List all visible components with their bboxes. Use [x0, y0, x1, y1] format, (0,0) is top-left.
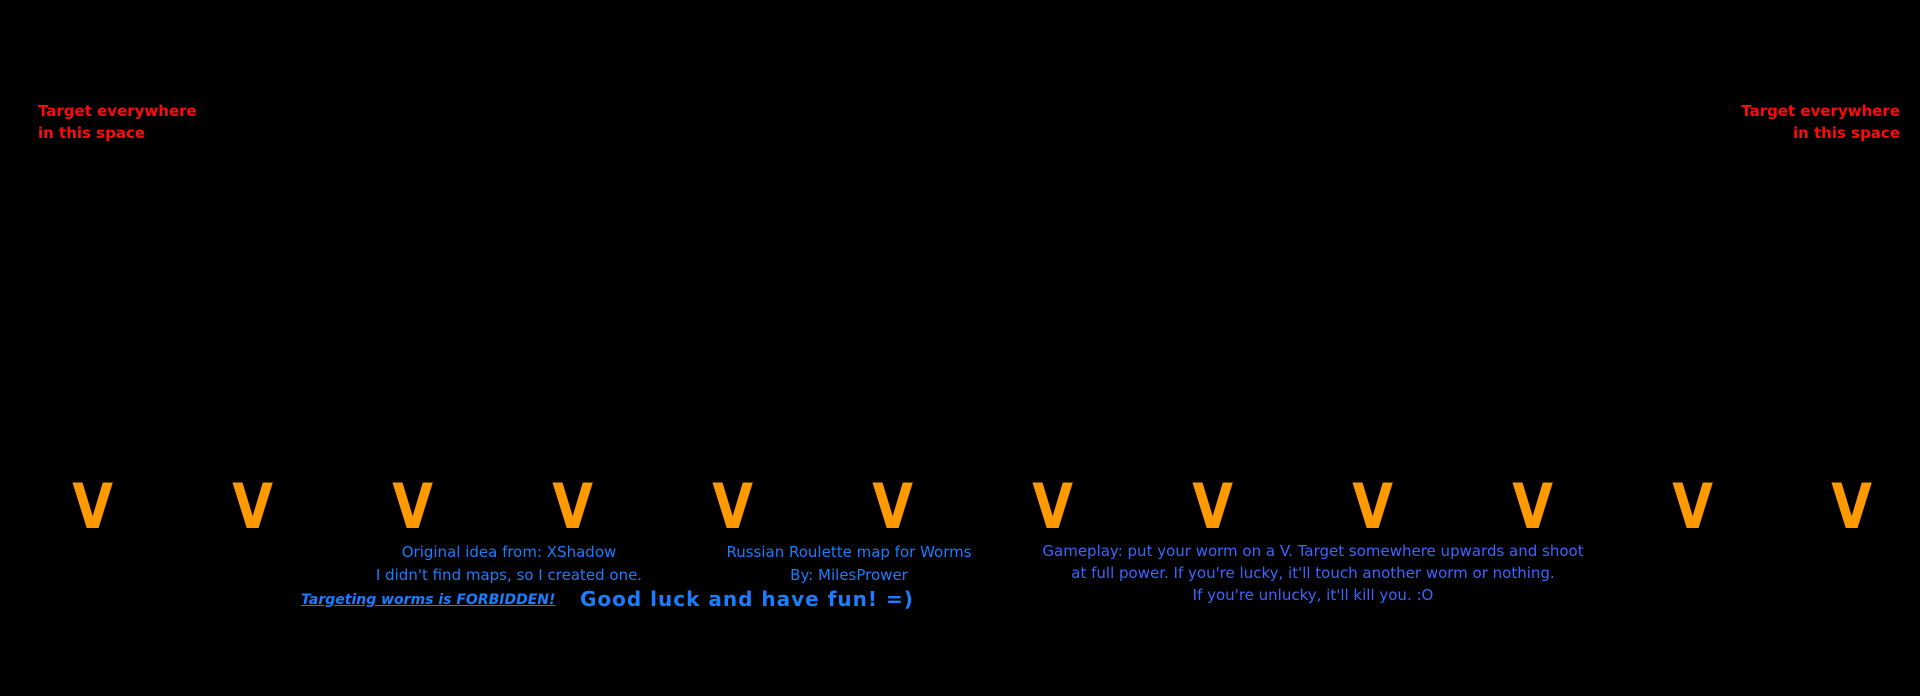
gameplay-line: Gameplay: put your worm on a V. Target s…	[1042, 542, 1584, 560]
spawn-marker-11: V	[1672, 470, 1714, 543]
hint-line: Target everywhere	[1741, 102, 1900, 120]
spawn-marker-8: V	[1192, 470, 1234, 543]
hint-line: in this space	[1792, 124, 1900, 142]
gameplay-line: If you're unlucky, it'll kill you. :O	[1192, 586, 1434, 604]
idea-credit: Original idea from: XShadow	[401, 543, 617, 561]
spawn-marker-1: V	[72, 470, 114, 543]
spawn-marker-6: V	[872, 470, 914, 543]
spawn-marker-5: V	[712, 470, 754, 543]
spawn-marker-10: V	[1512, 470, 1554, 543]
spawn-marker-2: V	[232, 470, 274, 543]
hint-line: in this space	[38, 124, 146, 142]
gameplay-instructions: Gameplay: put your worm on a V. Target s…	[1042, 540, 1583, 606]
spawn-marker-3: V	[392, 470, 434, 543]
gameplay-line: at full power. If you're lucky, it'll to…	[1071, 564, 1555, 582]
spawn-marker-4: V	[552, 470, 594, 543]
reason-line: I didn't find maps, so I created one.	[375, 566, 643, 584]
spawn-marker-9: V	[1352, 470, 1394, 543]
good-luck-text: Good luck and have fun! =)	[580, 587, 914, 611]
forbidden-warning: Targeting worms is FORBIDDEN!	[301, 592, 556, 608]
target-hint-right: Target everywhere in this space	[1741, 100, 1900, 144]
hint-line: Target everywhere	[38, 102, 197, 120]
target-hint-left: Target everywhere in this space	[38, 100, 197, 144]
author-credit: By: MilesPrower	[790, 566, 908, 584]
spawn-marker-12: V	[1831, 470, 1873, 543]
map-title: Russian Roulette map for Worms	[726, 543, 972, 561]
spawn-marker-7: V	[1032, 470, 1074, 543]
